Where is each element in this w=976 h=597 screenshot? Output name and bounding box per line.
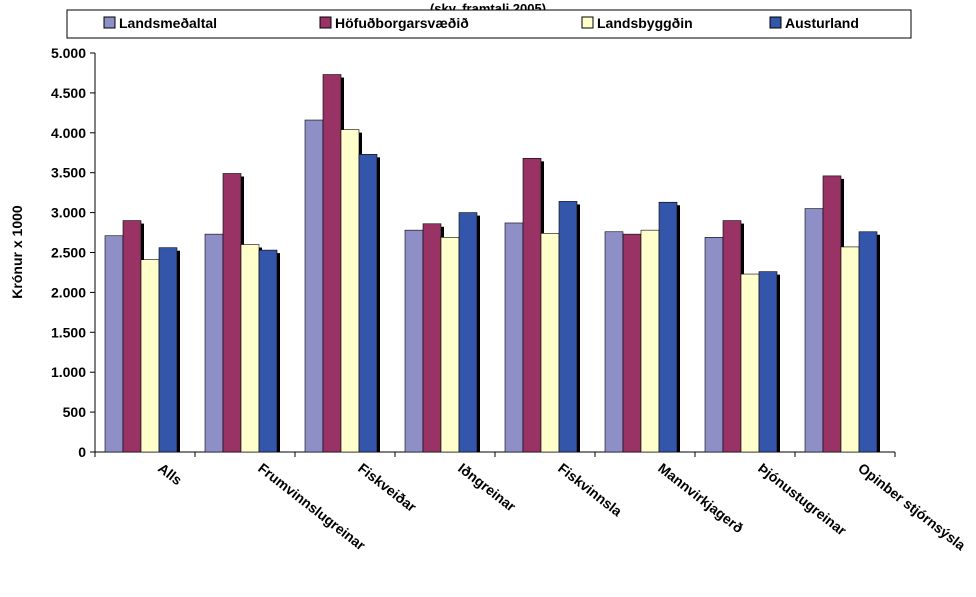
bar (658, 201, 678, 453)
bar (340, 129, 360, 453)
y-tick-label: 2.500 (51, 245, 86, 261)
bar (722, 220, 742, 453)
bar (422, 223, 442, 453)
x-tick-label: Fiskvinnsla (555, 460, 625, 520)
y-tick-label: 4.500 (51, 85, 86, 101)
y-tick-label: 0 (78, 444, 86, 460)
bar (222, 173, 242, 453)
bar (140, 259, 160, 453)
x-tick-label: Mannvirkjagerð (655, 460, 746, 536)
x-tick-label: Frumvinnslugreinar (255, 460, 369, 554)
bar (840, 246, 860, 453)
x-tick-label: Þjónustugreinar (755, 460, 850, 539)
bar (522, 158, 542, 453)
legend-swatch (319, 16, 332, 29)
bar (358, 154, 378, 453)
bar (322, 74, 342, 453)
y-tick-label: 3.000 (51, 205, 86, 221)
legend-label: Landsbyggðin (597, 15, 693, 31)
bar (258, 249, 278, 453)
bar (558, 201, 578, 453)
y-tick-label: 4.000 (51, 125, 86, 141)
bar (622, 233, 642, 453)
legend-label: Höfuðborgarsvæðið (335, 15, 469, 31)
legend-swatch (581, 16, 594, 29)
bar (758, 271, 778, 453)
bar (858, 231, 878, 453)
bar (740, 273, 760, 453)
bar (104, 235, 124, 453)
bar (304, 119, 324, 453)
y-tick-label: 1.000 (51, 364, 86, 380)
bar (704, 237, 724, 453)
y-tick-label: 1.500 (51, 324, 86, 340)
bar (504, 222, 524, 453)
bar (540, 233, 560, 453)
bar (158, 247, 178, 453)
bar (804, 208, 824, 453)
legend-swatch (769, 16, 782, 29)
y-tick-label: 500 (63, 404, 87, 420)
chart-legend: Landsmeðaltal Höfuðborgarsvæðið Landsbyggð… (66, 9, 912, 39)
legend-swatch (103, 16, 116, 29)
y-tick-label: 2.000 (51, 284, 86, 300)
legend-label: Landsmeðaltal (119, 15, 217, 31)
legend-label: Austurland (785, 15, 859, 31)
x-tick-label: Fiskveiðar (355, 460, 420, 516)
bar (240, 244, 260, 453)
x-tick-label: Alls (155, 460, 185, 489)
y-axis-label: Krónur x 1000 (9, 205, 25, 299)
bar (204, 233, 224, 453)
bar (640, 229, 660, 453)
bar (122, 220, 142, 453)
x-tick-label: Opinber stjórnsýsla (855, 460, 969, 554)
y-tick-label: 5.000 (51, 45, 86, 61)
chart-bars (104, 74, 880, 453)
bar (458, 212, 478, 453)
y-tick-label: 3.500 (51, 165, 86, 181)
bar (440, 237, 460, 453)
bar (404, 229, 424, 453)
x-tick-label: Iðngreinar (455, 460, 519, 515)
bar (604, 231, 624, 453)
bar (822, 175, 842, 453)
